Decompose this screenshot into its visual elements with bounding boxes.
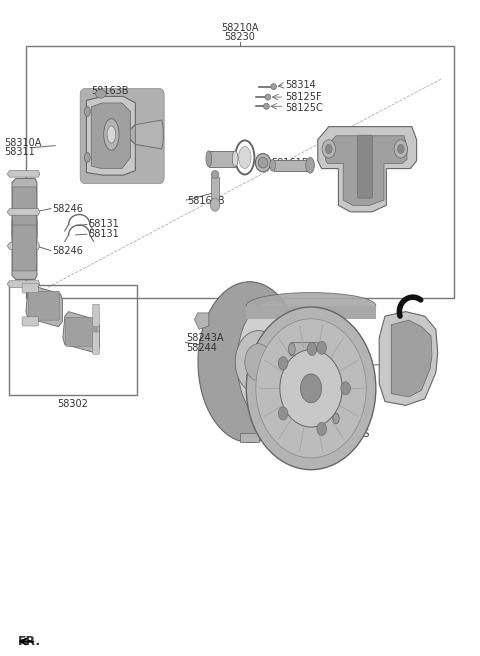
Polygon shape bbox=[12, 216, 37, 279]
Circle shape bbox=[278, 407, 288, 420]
Polygon shape bbox=[318, 127, 417, 212]
Text: 58163B: 58163B bbox=[91, 85, 129, 96]
Polygon shape bbox=[240, 433, 259, 442]
Circle shape bbox=[322, 140, 336, 158]
Ellipse shape bbox=[206, 151, 212, 167]
Bar bbox=[9, 285, 137, 395]
Ellipse shape bbox=[246, 307, 376, 470]
Circle shape bbox=[245, 344, 272, 380]
Polygon shape bbox=[325, 136, 407, 205]
Ellipse shape bbox=[232, 151, 238, 167]
Circle shape bbox=[300, 374, 322, 403]
Ellipse shape bbox=[255, 154, 271, 172]
Circle shape bbox=[307, 342, 317, 356]
Circle shape bbox=[325, 144, 332, 154]
Ellipse shape bbox=[84, 106, 90, 116]
FancyBboxPatch shape bbox=[80, 89, 164, 184]
Ellipse shape bbox=[264, 104, 269, 110]
FancyBboxPatch shape bbox=[93, 332, 99, 354]
Polygon shape bbox=[194, 313, 209, 329]
Ellipse shape bbox=[198, 281, 301, 442]
Text: 1351JD: 1351JD bbox=[276, 343, 311, 354]
Polygon shape bbox=[7, 209, 40, 215]
Ellipse shape bbox=[265, 94, 271, 100]
Text: 58162B: 58162B bbox=[187, 196, 225, 207]
FancyBboxPatch shape bbox=[29, 291, 60, 320]
Polygon shape bbox=[91, 103, 131, 169]
Bar bbox=[246, 306, 376, 319]
Ellipse shape bbox=[333, 413, 339, 424]
Text: 58311: 58311 bbox=[4, 147, 35, 157]
Circle shape bbox=[210, 198, 220, 211]
Ellipse shape bbox=[306, 157, 314, 173]
Ellipse shape bbox=[211, 171, 219, 178]
Text: 58411B: 58411B bbox=[262, 369, 299, 379]
Text: 58310A: 58310A bbox=[4, 138, 41, 148]
FancyBboxPatch shape bbox=[22, 317, 38, 326]
Ellipse shape bbox=[256, 319, 366, 458]
Text: 58246: 58246 bbox=[52, 245, 83, 256]
Circle shape bbox=[397, 144, 404, 154]
Ellipse shape bbox=[271, 83, 276, 89]
Text: 58161B: 58161B bbox=[271, 157, 309, 168]
Text: 58125F: 58125F bbox=[286, 92, 322, 102]
Polygon shape bbox=[7, 171, 40, 177]
Polygon shape bbox=[86, 96, 135, 175]
Text: 1220FS: 1220FS bbox=[334, 429, 370, 440]
FancyBboxPatch shape bbox=[358, 135, 372, 198]
Circle shape bbox=[278, 357, 288, 370]
Polygon shape bbox=[211, 177, 219, 202]
Text: 58230: 58230 bbox=[225, 31, 255, 42]
Ellipse shape bbox=[96, 89, 106, 98]
Polygon shape bbox=[7, 281, 40, 287]
Ellipse shape bbox=[104, 119, 119, 150]
Polygon shape bbox=[7, 243, 40, 249]
Circle shape bbox=[394, 140, 408, 158]
Ellipse shape bbox=[288, 343, 295, 355]
FancyBboxPatch shape bbox=[22, 283, 38, 293]
Ellipse shape bbox=[84, 152, 90, 162]
FancyBboxPatch shape bbox=[290, 342, 318, 356]
Ellipse shape bbox=[270, 159, 276, 171]
FancyBboxPatch shape bbox=[66, 318, 96, 346]
Text: 58125C: 58125C bbox=[286, 102, 324, 113]
Text: 58131: 58131 bbox=[88, 219, 119, 230]
Ellipse shape bbox=[239, 146, 251, 169]
Polygon shape bbox=[391, 320, 432, 397]
Circle shape bbox=[317, 341, 326, 354]
Text: 58246: 58246 bbox=[52, 203, 83, 214]
Text: 58210A: 58210A bbox=[221, 22, 259, 33]
Polygon shape bbox=[379, 312, 438, 405]
Text: 58243A: 58243A bbox=[186, 333, 224, 344]
Text: 57725A: 57725A bbox=[276, 333, 314, 344]
Ellipse shape bbox=[280, 350, 342, 427]
FancyBboxPatch shape bbox=[12, 225, 36, 271]
Bar bbox=[26, 46, 454, 298]
Circle shape bbox=[341, 382, 350, 395]
Text: 58302: 58302 bbox=[58, 399, 88, 409]
Polygon shape bbox=[26, 285, 62, 327]
Text: 58314: 58314 bbox=[286, 80, 316, 91]
Text: FR.: FR. bbox=[18, 635, 41, 648]
Text: 58244: 58244 bbox=[186, 343, 217, 354]
Circle shape bbox=[235, 331, 281, 394]
Polygon shape bbox=[63, 312, 99, 353]
Text: 58131: 58131 bbox=[88, 229, 119, 239]
FancyBboxPatch shape bbox=[93, 304, 99, 327]
Polygon shape bbox=[12, 178, 37, 241]
Polygon shape bbox=[135, 120, 163, 149]
Ellipse shape bbox=[237, 300, 308, 424]
Ellipse shape bbox=[246, 293, 376, 319]
FancyBboxPatch shape bbox=[12, 187, 36, 233]
Polygon shape bbox=[274, 160, 309, 171]
Ellipse shape bbox=[107, 126, 116, 143]
Polygon shape bbox=[209, 151, 235, 167]
Circle shape bbox=[317, 422, 326, 436]
Ellipse shape bbox=[258, 157, 268, 168]
